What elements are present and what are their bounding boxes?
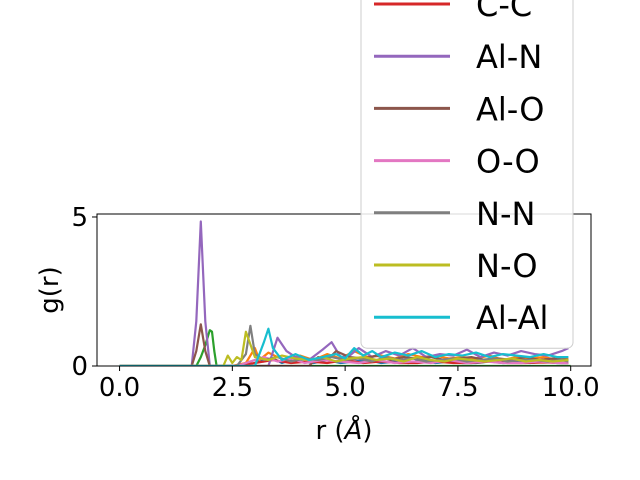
x-tick-label: 10.0: [542, 373, 600, 403]
x-tick-label: 7.5: [437, 373, 478, 403]
legend: C-C Al-N Al-O O-O N-N N-O Al-Al: [360, 0, 574, 349]
series-line-n-o: [119, 330, 569, 366]
series-line-al-al: [119, 327, 569, 366]
series-layer: [119, 220, 571, 366]
legend-label: N-N: [476, 195, 535, 233]
legend-label: C-C: [476, 0, 532, 24]
x-axis-label: r (Å): [315, 414, 372, 446]
legend-label: Al-N: [476, 38, 542, 76]
x-tick-label: 0.0: [99, 373, 140, 403]
legend-label: N-O: [476, 247, 538, 285]
x-tick-label: 2.5: [212, 373, 253, 403]
y-axis-label: g(r): [35, 266, 65, 313]
ticks-layer: 0.0 2.5 5.0 7.5 10.0 0 5: [71, 203, 599, 403]
plot-frame: [96, 213, 592, 367]
y-tick-label: 0: [71, 352, 88, 382]
legend-label: O-O: [476, 143, 540, 181]
legend-frame: [360, 0, 574, 349]
series-line-unlabeled-3: [119, 329, 571, 366]
legend-label: Al-Al: [476, 299, 548, 337]
x-tick-label: 5.0: [324, 373, 365, 403]
legend-label: Al-O: [476, 90, 544, 128]
y-tick-label: 5: [71, 203, 88, 233]
